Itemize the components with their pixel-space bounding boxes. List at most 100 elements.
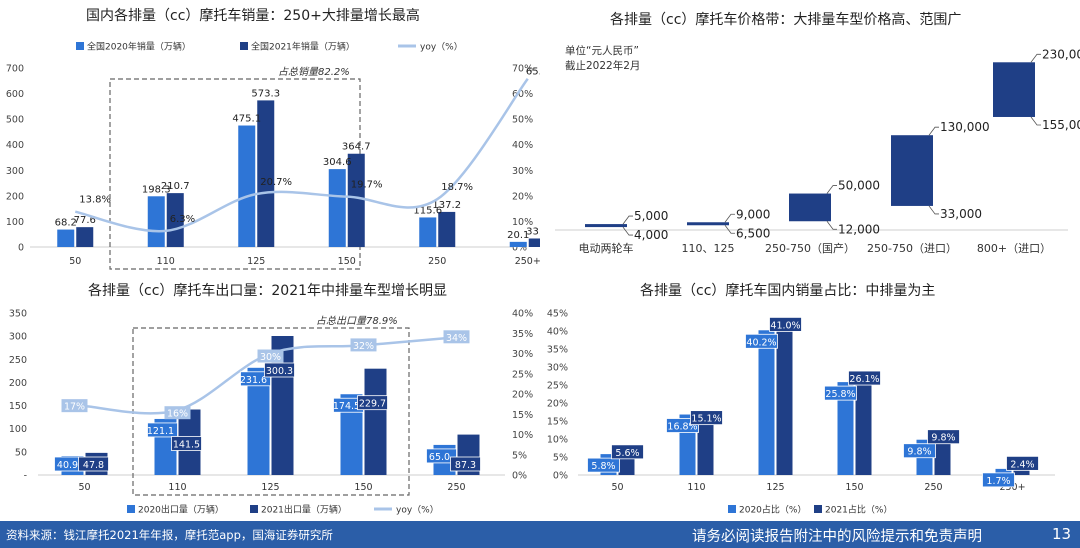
bar-2020 — [995, 468, 1012, 475]
bar-label-2020: 9.8% — [907, 447, 931, 458]
legend-label: 2020出口量（万辆） — [138, 504, 224, 516]
bar-label-2020: 115.6 — [413, 205, 442, 216]
x-tick-label: 125 — [261, 482, 279, 493]
x-tick-label: 50 — [78, 482, 90, 493]
bar-label-bg — [848, 370, 881, 386]
bar-label-bg — [78, 456, 109, 472]
footer-bar: 资料来源：钱江摩托2021年年报，摩托范app，国海证券研究所 请务必阅读报告附… — [0, 521, 1080, 548]
y2-tick-label: 40% — [512, 140, 533, 151]
x-tick-label: 110 — [687, 482, 705, 493]
y-tick-label: 300 — [6, 166, 24, 177]
bar-2021 — [347, 153, 365, 247]
bar-label-bg — [927, 429, 960, 445]
chart3-export: - 50 100 150 200 250 300 350 0% 5% 10% 15% 20% 25% 30%… — [9, 309, 533, 516]
legend-swatch — [127, 505, 135, 513]
bar-label-2020: 20.1 — [507, 230, 529, 241]
legend-swatch — [814, 505, 822, 513]
yoy-label: 34% — [446, 333, 467, 344]
bar-2021 — [697, 420, 714, 475]
note-unit: 单位“元人民币” — [565, 44, 639, 57]
bar-label-bg — [903, 443, 936, 459]
x-tick-label: 110、125 — [682, 242, 735, 255]
bar-2021 — [855, 381, 872, 475]
high-price-label: 5,000 — [634, 209, 668, 223]
low-price-label: 4,000 — [634, 228, 668, 242]
bar-label-2020: 1.7% — [986, 476, 1010, 487]
y-tick-label: 600 — [6, 89, 24, 100]
x-tick-label: 250+ — [515, 256, 540, 267]
bar-2021 — [934, 439, 951, 475]
y-tick-label: 300 — [9, 332, 27, 343]
bar-label-bg — [611, 444, 644, 460]
yoy-label-bg — [61, 399, 88, 413]
bar-label-bg — [147, 422, 178, 438]
bar-label-2021: 229.7 — [359, 399, 386, 410]
annotation-share: 占总出口量78.9% — [316, 315, 398, 327]
x-tick-label: 125 — [766, 482, 784, 493]
legend-label: 2021出口量（万辆） — [261, 504, 347, 516]
y2-tick-label: 10% — [512, 217, 533, 228]
bar-2020 — [147, 196, 165, 247]
bar-2020 — [758, 330, 775, 475]
legend-label: yoy（%） — [396, 505, 439, 516]
note-date: 截止2022年2月 — [565, 59, 640, 72]
bar-2020 — [57, 229, 75, 247]
bar-label-2021: 364.7 — [342, 142, 371, 153]
bar-label-2021: 77.6 — [74, 215, 96, 226]
bar-2021 — [438, 211, 456, 247]
bar-label-2020: 40.9 — [57, 460, 78, 471]
bar-label-2021: 141.5 — [173, 440, 200, 451]
high-price-label: 130,000 — [940, 120, 990, 134]
bar-2020 — [419, 217, 437, 247]
x-tick-label: 150 — [354, 482, 372, 493]
yoy-label: 13.8% — [79, 195, 111, 206]
chart2-title: 各排量（cc）摩托车价格带：大排量车型价格高、范围广 — [610, 12, 962, 28]
bar-label-bg — [824, 385, 857, 401]
x-tick-label: 250+ — [999, 482, 1025, 493]
leader-line — [1030, 53, 1041, 63]
y2-tick-label: 25% — [512, 369, 533, 380]
low-price-label: 12,000 — [838, 222, 880, 236]
yoy-label: 6.3% — [170, 214, 195, 225]
bar-2020 — [509, 241, 527, 247]
x-tick-label: 50 — [611, 482, 623, 493]
legend-label: 全国2020年销量（万辆） — [87, 41, 191, 53]
y-tick-label: 10% — [547, 435, 568, 446]
bar-label-bg — [587, 457, 620, 473]
y-tick-label: 20% — [547, 399, 568, 410]
price-range-bar — [891, 135, 933, 206]
leader-line — [724, 225, 735, 234]
x-tick-label: 800+（进口） — [977, 242, 1051, 255]
y-tick-label: - — [24, 471, 27, 482]
y-tick-label: 400 — [6, 140, 24, 151]
bar-label-2020: 68.2 — [55, 218, 77, 229]
bar-2021 — [166, 193, 184, 247]
high-price-label: 230,000 — [1042, 47, 1080, 61]
y-tick-label: 30% — [547, 363, 568, 374]
leader-line — [724, 213, 735, 223]
bar-label-2021: 41.0% — [770, 320, 800, 331]
bar-label-bg — [264, 362, 295, 378]
bar-label-bg — [982, 472, 1015, 488]
disclaimer: 请务必阅读报告附注中的风险提示和免责声明 — [692, 529, 982, 545]
leader-line — [826, 185, 837, 194]
legend-swatch — [76, 42, 84, 50]
y2-tick-label: 5% — [512, 450, 527, 461]
legend-label: yoy（%） — [420, 42, 463, 53]
bar-2021 — [776, 327, 793, 475]
y-tick-label: 50 — [15, 447, 27, 458]
x-tick-label: 150 — [338, 256, 356, 267]
x-tick-label: 150 — [845, 482, 863, 493]
y2-tick-label: 50% — [512, 115, 533, 126]
bar-label-2020: 65.0 — [429, 452, 450, 463]
bar-2021 — [364, 368, 387, 475]
bar-label-bg — [357, 395, 388, 411]
x-tick-label: 50 — [69, 256, 81, 267]
bar-2020 — [247, 367, 270, 475]
bar-label-bg — [426, 448, 457, 464]
y-tick-label: 100 — [9, 424, 27, 435]
bar-label-2021: 5.6% — [615, 448, 639, 459]
legend-swatch — [240, 42, 248, 50]
y2-tick-label: 40% — [512, 309, 533, 320]
bar-label-2021: 2.4% — [1010, 459, 1034, 470]
